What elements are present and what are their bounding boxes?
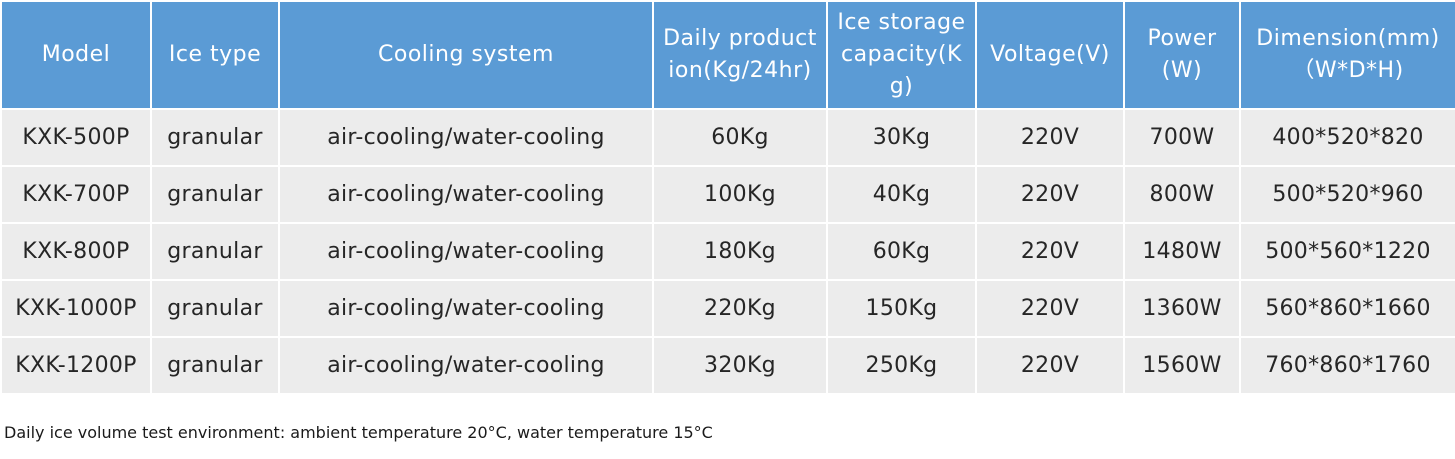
- cell-model: KXK-500P: [0, 108, 152, 167]
- cell-ice-storage: 40Kg: [826, 165, 977, 224]
- header-ice-type: Ice type: [150, 0, 280, 110]
- cell-ice-storage: 60Kg: [826, 222, 977, 281]
- cell-power: 800W: [1123, 165, 1241, 224]
- header-daily-production: Daily production(Kg/24hr): [652, 0, 828, 110]
- cell-dimension: 400*520*820: [1239, 108, 1455, 167]
- cell-daily-production: 180Kg: [652, 222, 828, 281]
- cell-power: 700W: [1123, 108, 1241, 167]
- cell-model: KXK-700P: [0, 165, 152, 224]
- cell-voltage: 220V: [975, 222, 1125, 281]
- header-power: Power(W): [1123, 0, 1241, 110]
- cell-voltage: 220V: [975, 165, 1125, 224]
- header-dimension: Dimension(mm)（W*D*H): [1239, 0, 1455, 110]
- cell-ice-type: granular: [150, 279, 280, 338]
- table-row: KXK-700P granular air-cooling/water-cool…: [0, 165, 1455, 224]
- cell-ice-storage: 250Kg: [826, 336, 977, 395]
- cell-power: 1360W: [1123, 279, 1241, 338]
- cell-cooling-system: air-cooling/water-cooling: [278, 279, 654, 338]
- cell-ice-type: granular: [150, 336, 280, 395]
- cell-model: KXK-1000P: [0, 279, 152, 338]
- cell-daily-production: 320Kg: [652, 336, 828, 395]
- cell-dimension: 760*860*1760: [1239, 336, 1455, 395]
- cell-daily-production: 100Kg: [652, 165, 828, 224]
- cell-model: KXK-800P: [0, 222, 152, 281]
- cell-dimension: 500*560*1220: [1239, 222, 1455, 281]
- cell-cooling-system: air-cooling/water-cooling: [278, 336, 654, 395]
- cell-cooling-system: air-cooling/water-cooling: [278, 222, 654, 281]
- header-voltage: Voltage(V): [975, 0, 1125, 110]
- cell-voltage: 220V: [975, 108, 1125, 167]
- table-row: KXK-800P granular air-cooling/water-cool…: [0, 222, 1455, 281]
- cell-model: KXK-1200P: [0, 336, 152, 395]
- cell-cooling-system: air-cooling/water-cooling: [278, 165, 654, 224]
- cell-ice-type: granular: [150, 222, 280, 281]
- cell-ice-storage: 150Kg: [826, 279, 977, 338]
- test-environment-note: Daily ice volume test environment: ambie…: [4, 423, 713, 442]
- table-header-row: Model Ice type Cooling system Daily prod…: [0, 0, 1455, 110]
- cell-daily-production: 60Kg: [652, 108, 828, 167]
- cell-daily-production: 220Kg: [652, 279, 828, 338]
- header-cooling-system: Cooling system: [278, 0, 654, 110]
- cell-voltage: 220V: [975, 279, 1125, 338]
- cell-ice-type: granular: [150, 165, 280, 224]
- cell-power: 1480W: [1123, 222, 1241, 281]
- table-row: KXK-1200P granular air-cooling/water-coo…: [0, 336, 1455, 395]
- header-model: Model: [0, 0, 152, 110]
- cell-power: 1560W: [1123, 336, 1241, 395]
- cell-ice-type: granular: [150, 108, 280, 167]
- cell-voltage: 220V: [975, 336, 1125, 395]
- cell-ice-storage: 30Kg: [826, 108, 977, 167]
- cell-dimension: 500*520*960: [1239, 165, 1455, 224]
- table-row: KXK-1000P granular air-cooling/water-coo…: [0, 279, 1455, 338]
- table-row: KXK-500P granular air-cooling/water-cool…: [0, 108, 1455, 167]
- cell-dimension: 560*860*1660: [1239, 279, 1455, 338]
- header-ice-storage-capacity: Ice storagecapacity(Kg): [826, 0, 977, 110]
- ice-machine-spec-table: Model Ice type Cooling system Daily prod…: [0, 0, 1455, 395]
- cell-cooling-system: air-cooling/water-cooling: [278, 108, 654, 167]
